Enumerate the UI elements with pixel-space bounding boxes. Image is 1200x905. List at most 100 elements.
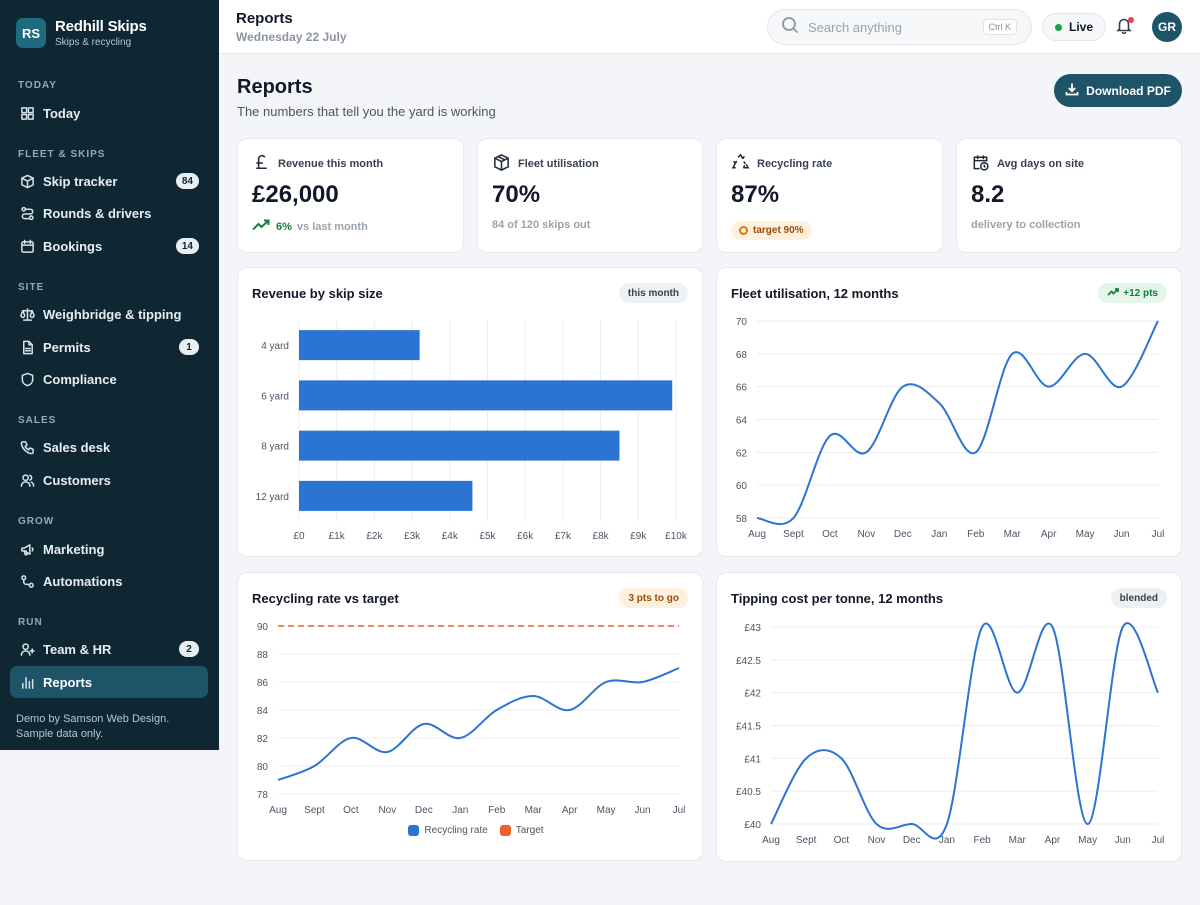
avatar[interactable]: GR: [1152, 12, 1182, 42]
sidebar-item-label: Permits: [43, 339, 91, 355]
page-subtitle: The numbers that tell you the yard is wo…: [237, 104, 496, 119]
x-tick-label: Jun: [634, 805, 650, 816]
brand[interactable]: RS Redhill Skips Skips & recycling: [16, 18, 147, 48]
y-tick-label: 8 yard: [261, 442, 289, 453]
legend-swatch-target: [499, 825, 511, 836]
y-tick-label: 78: [257, 790, 269, 801]
x-tick-label: May: [1078, 835, 1097, 846]
megaphone-icon: [19, 541, 35, 557]
revenue-bar-chart: £0 £1k £2k £3k £4k £5k £6k £7k £8k £9k £10k 4 yard 6…: [256, 320, 688, 542]
x-tick-label: Oct: [822, 529, 838, 540]
y-tick-label: £43: [744, 623, 761, 634]
y-tick-label: 90: [257, 622, 269, 633]
y-tick-label: 60: [736, 481, 748, 492]
x-tick-label: Jul: [1152, 529, 1165, 540]
sidebar-item-sales-desk[interactable]: Sales desk: [10, 431, 208, 463]
x-tick-label: Feb: [967, 529, 985, 540]
x-tick-label: Dec: [894, 529, 912, 540]
sidebar-item-weighbridge[interactable]: Weighbridge & tipping: [10, 298, 208, 330]
legend-swatch-actual: [408, 825, 420, 836]
kpi-note: delivery to collection: [971, 219, 1081, 231]
y-tick-label: 88: [257, 650, 269, 661]
bell-icon: [1115, 18, 1133, 38]
bar: [299, 380, 673, 411]
sidebar-item-compliance[interactable]: Compliance: [10, 363, 208, 395]
x-tick-label: Oct: [343, 805, 359, 816]
y-tick-label: 58: [736, 514, 748, 525]
pound-icon: [252, 153, 278, 175]
x-tick-label: May: [597, 805, 616, 816]
series-line: [277, 667, 680, 781]
recycling-line-chart: 78 80 82 84 86 88 90 Aug Sept Oct Nov Dec Jan Feb Mar A…: [257, 622, 686, 816]
recycle-icon: [731, 153, 757, 175]
kpi-label: Fleet utilisation: [518, 158, 599, 170]
sidebar-item-permits[interactable]: Permits 1: [10, 331, 208, 363]
blended-chip[interactable]: blended: [1110, 588, 1167, 608]
y-tick-label: 12 yard: [256, 492, 289, 503]
trend-up-icon: [252, 219, 270, 234]
x-tick-label: Sept: [796, 835, 817, 846]
sidebar-item-customers[interactable]: Customers: [10, 464, 208, 496]
x-tick-label: Nov: [378, 805, 396, 816]
workflow-icon: [19, 573, 35, 589]
sidebar-item-label: Reports: [43, 674, 93, 690]
target-icon: [739, 226, 748, 235]
kpi-card-fleet: Fleet utilisation 70% 84 of 120 skips ou…: [477, 138, 703, 253]
kpi-value: 8.2: [971, 181, 1005, 208]
shield-icon: [19, 371, 35, 387]
footer-note: Sample data only.: [16, 728, 104, 740]
search-input[interactable]: [808, 19, 978, 35]
nav-section-run: RUN: [18, 617, 43, 628]
legend-label-target: Target: [515, 825, 544, 836]
sidebar-item-rounds[interactable]: Rounds & drivers: [10, 197, 208, 229]
top-bar: Reports Wednesday 22 July Ctrl K Live GR: [219, 0, 1200, 54]
brand-subtitle: Skips & recycling: [55, 37, 132, 48]
search-box[interactable]: Ctrl K: [767, 9, 1032, 45]
brand-logo: RS: [16, 18, 46, 48]
x-tick-label: £6k: [517, 531, 534, 542]
sidebar-item-automations[interactable]: Automations: [10, 565, 208, 597]
sidebar-item-label: Compliance: [43, 371, 117, 387]
x-tick-label: Jan: [452, 805, 468, 816]
grid-icon: [19, 105, 35, 121]
sidebar-item-today[interactable]: Today: [10, 97, 208, 129]
topbar-date: Wednesday 22 July: [236, 30, 347, 44]
y-tick-label: 64: [736, 416, 748, 427]
count-badge: 2: [179, 641, 199, 657]
nav-section-site: SITE: [18, 282, 45, 293]
sidebar-item-marketing[interactable]: Marketing: [10, 533, 208, 565]
notifications-button[interactable]: [1115, 16, 1137, 38]
x-tick-label: Jul: [673, 805, 686, 816]
x-tick-label: £2k: [366, 531, 383, 542]
count-badge: 84: [175, 173, 199, 189]
download-pdf-button[interactable]: Download PDF: [1054, 74, 1182, 107]
sidebar-item-reports[interactable]: Reports: [10, 666, 208, 698]
y-tick-label: £41: [744, 754, 761, 765]
brand-name: Redhill Skips: [55, 18, 147, 35]
cube-icon: [492, 153, 518, 175]
kpi-note: vs last month: [296, 220, 368, 233]
sidebar-item-label: Today: [43, 105, 81, 121]
gap-chip: 3 pts to go: [619, 588, 688, 608]
x-tick-label: Aug: [748, 529, 766, 540]
legend-label-actual: Recycling rate: [424, 825, 488, 836]
x-tick-label: Sept: [783, 529, 804, 540]
chart-card-tipping: Tipping cost per tonne, 12 months blende…: [716, 572, 1182, 862]
y-tick-label: 70: [736, 317, 748, 328]
live-status-toggle[interactable]: Live: [1042, 13, 1107, 41]
chart-title: Revenue by skip size: [252, 286, 383, 301]
chart-title: Recycling rate vs target: [252, 591, 399, 606]
period-chip[interactable]: this month: [618, 283, 688, 303]
phone-icon: [19, 439, 35, 455]
kpi-value: 87%: [731, 181, 780, 208]
x-tick-label: Nov: [857, 529, 875, 540]
x-tick-label: Feb: [973, 835, 991, 846]
sidebar-item-team-hr[interactable]: Team & HR 2: [10, 633, 208, 665]
sidebar-item-bookings[interactable]: Bookings 14: [10, 230, 208, 262]
fleet-line-chart: 58 60 62 64 66 68 70 Aug Sept Oct Nov Dec Jan Feb Mar A…: [736, 317, 1165, 540]
x-tick-label: Mar: [1009, 835, 1027, 846]
x-tick-label: £3k: [404, 531, 421, 542]
kpi-value: 70%: [492, 181, 541, 208]
nav-section-today: TODAY: [18, 80, 57, 91]
sidebar-item-skip-tracker[interactable]: Skip tracker 84: [10, 165, 208, 197]
